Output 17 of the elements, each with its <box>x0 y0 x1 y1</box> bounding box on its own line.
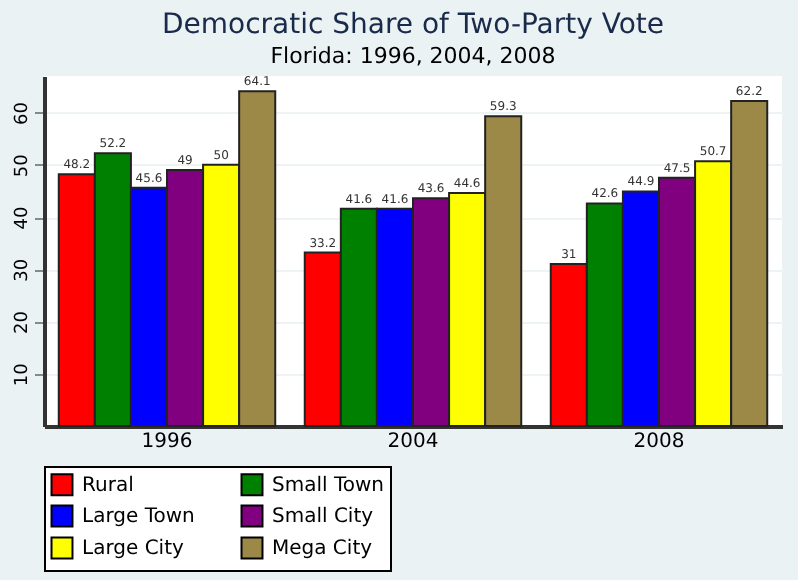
chart-subtitle: Florida: 1996, 2004, 2008 <box>270 43 556 70</box>
x-tick-label: 2004 <box>387 431 439 453</box>
chart-title: Democratic Share of Two-Party Vote <box>161 9 665 42</box>
legend-label: Large City <box>82 538 184 560</box>
y-tick-label: 30 <box>13 258 33 282</box>
y-tick-label: 40 <box>13 206 33 230</box>
legend-label: Small City <box>272 506 374 528</box>
y-tick-label: 60 <box>13 101 33 126</box>
y-tick-label: 10 <box>13 362 33 387</box>
legend-label: Mega City <box>272 538 373 560</box>
x-tick-label: 2008 <box>633 431 685 453</box>
y-tick-label: 20 <box>13 310 33 334</box>
legend-label: Large Town <box>82 506 195 528</box>
legend-label: Rural <box>82 474 134 497</box>
y-tick-label: 50 <box>13 153 33 178</box>
legend-label: Small Town <box>272 474 384 497</box>
x-tick-label: 1996 <box>141 431 193 453</box>
